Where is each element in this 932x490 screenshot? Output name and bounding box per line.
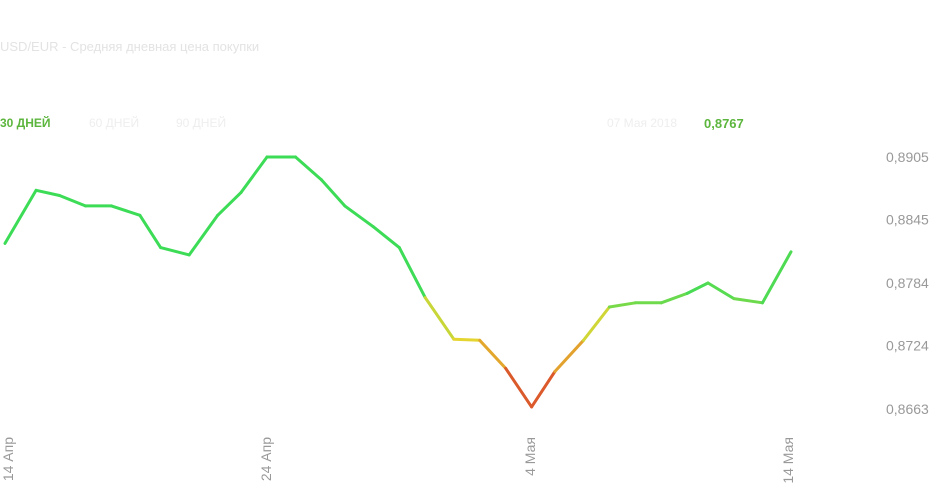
series-line-segment [452,337,482,342]
series-line-segment [659,291,689,305]
data-point[interactable] [656,298,666,308]
series-line-segment [239,155,269,194]
data-point[interactable] [449,334,459,344]
data-point[interactable] [340,201,350,211]
series-line-segment [216,190,243,217]
y-tick-label: 0,8663 [886,401,929,417]
series-line-segment [423,296,456,341]
series-line-segment [478,338,508,370]
series-line-segment [371,225,401,250]
data-point[interactable] [291,152,301,162]
data-point[interactable] [106,201,116,211]
series-line-segment [607,301,637,309]
data-point[interactable] [31,185,41,195]
tab-30-days[interactable]: 30 ДНЕЙ [0,116,51,130]
data-point[interactable] [604,302,614,312]
y-tick-label: 0,8845 [886,211,929,227]
tab-60-days[interactable]: 60 ДНЕЙ [89,116,140,130]
series-line-segment [187,213,220,257]
series-line-segment [138,213,163,250]
data-point[interactable] [527,402,537,412]
series-line-segment [504,366,534,409]
x-tick-label: 14 Мая [780,437,796,484]
data-point[interactable] [420,293,430,303]
data-point[interactable] [156,243,166,253]
series-line-segment [159,246,191,257]
series-line-segment [530,370,557,409]
data-point[interactable] [236,187,246,197]
series-line-segment [553,338,585,373]
data-point[interactable] [729,294,739,304]
series-line-segment [706,281,736,301]
data-point[interactable] [475,335,485,345]
series-line-segment [397,246,427,300]
data-point[interactable] [786,247,796,257]
x-tick-label: 14 Апр [0,437,16,481]
data-point[interactable] [579,335,589,345]
data-point[interactable] [682,288,692,298]
data-point[interactable] [630,298,640,308]
y-tick-label: 0,8784 [886,275,929,291]
y-tick-label: 0,8724 [886,337,929,353]
series-line-segment [3,188,38,245]
readout-value: 0,8767 [704,116,744,131]
data-point[interactable] [135,210,145,220]
chart-title: USD/EUR - Средняя дневная цена покупки [0,39,260,54]
x-tick-label: 4 Мая [522,437,538,476]
data-point[interactable] [262,152,272,162]
data-point[interactable] [55,191,65,201]
data-point[interactable] [758,298,768,308]
data-point[interactable] [184,250,194,260]
series-line-segment [58,194,87,208]
readout-date: 07 Мая 2018 [607,116,678,130]
series-line-segment [343,204,375,229]
data-point[interactable] [213,210,223,220]
data-point[interactable] [80,201,90,211]
y-tick-label: 0,8905 [886,149,929,165]
data-point[interactable] [394,243,404,253]
data-point[interactable] [501,363,511,373]
data-point[interactable] [317,175,327,185]
series-line-segment [685,281,710,295]
data-point[interactable] [368,222,378,232]
data-point[interactable] [703,278,713,288]
data-point[interactable] [550,367,560,377]
series-line-segment [320,178,347,208]
x-tick-label: 24 Апр [258,437,274,481]
series-line-segment [582,305,611,342]
data-point[interactable] [0,238,10,248]
series-line-segment [732,297,764,305]
series-line-segment [294,155,323,182]
series-line-segment [109,204,142,217]
series-line-segment [761,250,793,305]
tab-90-days[interactable]: 90 ДНЕЙ [176,116,227,130]
series-line-segment [34,188,61,197]
